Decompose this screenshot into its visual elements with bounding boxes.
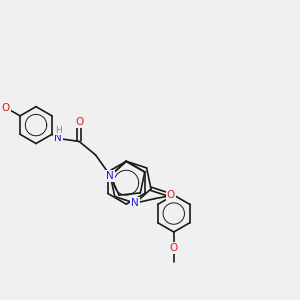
- Text: O: O: [75, 117, 83, 127]
- Text: H: H: [56, 126, 62, 135]
- Text: O: O: [169, 243, 178, 253]
- Text: O: O: [167, 190, 175, 200]
- Text: N: N: [54, 134, 62, 143]
- Text: N: N: [131, 198, 139, 208]
- Text: N: N: [106, 171, 114, 181]
- Text: O: O: [2, 103, 10, 113]
